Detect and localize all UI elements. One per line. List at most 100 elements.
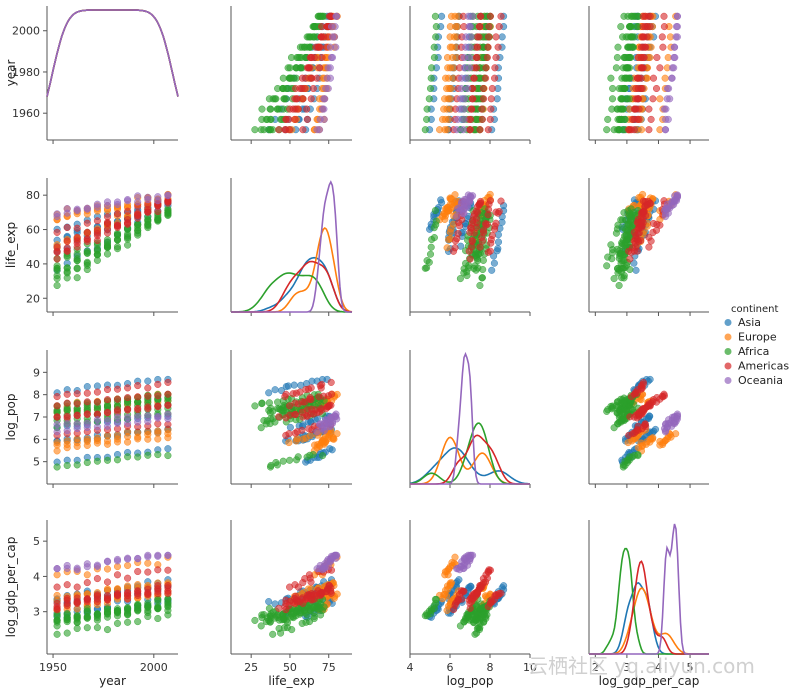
scatter-point-oceania [673, 12, 681, 20]
scatter-point-oceania [134, 418, 142, 426]
legend-marker-africa [724, 348, 732, 355]
scatter-point-americas [134, 211, 142, 219]
scatter-point-americas [306, 53, 314, 62]
scatter-point-americas [124, 384, 132, 392]
scatter-point-asia [490, 252, 498, 260]
scatter-point-oceania [134, 555, 142, 563]
scatter-point-americas [492, 53, 500, 62]
scatter-point-americas [83, 236, 91, 244]
scatter-point-africa [93, 610, 101, 619]
scatter-point-asia [498, 33, 506, 41]
scatter-point-europe [103, 440, 112, 448]
scatter-point-americas [485, 33, 493, 41]
scatter-point-americas [124, 394, 132, 402]
scatter-point-oceania [144, 417, 152, 426]
scatter-point-americas [641, 43, 649, 51]
scatter-point-africa [103, 250, 112, 258]
scatter-point-americas [466, 255, 474, 263]
scatter-point-oceania [326, 74, 334, 82]
scatter-point-asia [493, 95, 501, 103]
y-axis-label-life_exp: life_exp [4, 222, 18, 268]
scatter-point-europe [443, 126, 451, 134]
scatter-point-americas [124, 220, 132, 228]
scatter-point-europe [83, 571, 91, 579]
scatter-point-americas [275, 604, 283, 612]
scatter-point-africa [83, 259, 91, 267]
scatter-point-americas [318, 380, 326, 388]
scatter-point-americas [113, 589, 122, 597]
scatter-point-americas [83, 410, 91, 418]
scatter-point-americas [282, 390, 290, 398]
scatter-point-americas [646, 23, 654, 31]
x-tick-label: 2 [592, 661, 599, 674]
scatter-point-africa [83, 265, 91, 274]
scatter-point-oceania [457, 95, 465, 103]
scatter-point-americas [298, 426, 306, 434]
scatter-point-americas [656, 64, 664, 72]
scatter-point-oceania [673, 415, 681, 423]
scatter-point-oceania [134, 198, 142, 206]
x-tick-label: 2000 [140, 661, 168, 674]
scatter-point-africa [608, 95, 617, 103]
scatter-point-americas [144, 392, 152, 400]
scatter-point-americas [113, 221, 122, 229]
scatter-point-europe [333, 590, 341, 598]
panel-life_exp-vs-log_gdp_per_cap [588, 178, 709, 316]
scatter-point-africa [251, 616, 259, 624]
scatter-point-africa [265, 604, 273, 612]
scatter-point-africa [144, 451, 152, 459]
scatter-point-africa [73, 255, 81, 263]
scatter-point-americas [491, 64, 499, 72]
scatter-point-oceania [154, 414, 162, 422]
scatter-point-americas [134, 404, 142, 412]
scatter-point-africa [615, 281, 623, 290]
scatter-point-africa [286, 456, 294, 464]
scatter-point-americas [639, 23, 647, 31]
scatter-point-africa [258, 614, 266, 622]
scatter-point-europe [446, 33, 454, 41]
scatter-point-africa [287, 53, 296, 62]
scatter-point-americas [467, 115, 475, 123]
scatter-point-europe [329, 434, 337, 442]
scatter-point-americas [299, 95, 307, 103]
scatter-point-americas [275, 126, 283, 134]
scatter-point-africa [319, 452, 327, 460]
scatter-point-americas [645, 243, 653, 251]
scatter-point-europe [63, 444, 71, 452]
scatter-point-americas [73, 239, 81, 247]
x-tick-label: 25 [244, 661, 258, 674]
scatter-point-asia [284, 382, 292, 390]
scatter-point-africa [431, 206, 439, 215]
scatter-point-africa [289, 614, 297, 622]
scatter-point-africa [63, 274, 71, 282]
scatter-point-africa [154, 597, 162, 605]
scatter-point-americas [305, 64, 313, 72]
scatter-point-americas [497, 197, 505, 205]
scatter-point-oceania [53, 565, 61, 573]
scatter-point-americas [645, 126, 653, 134]
scatter-point-oceania [460, 115, 468, 123]
scatter-point-oceania [83, 205, 91, 213]
scatter-point-americas [93, 575, 101, 583]
scatter-point-americas [306, 394, 314, 402]
scatter-point-asia [438, 199, 446, 207]
scatter-point-africa [53, 630, 61, 638]
scatter-point-asia [455, 576, 463, 584]
scatter-point-oceania [73, 425, 81, 433]
scatter-point-americas [294, 583, 302, 591]
scatter-point-americas [634, 95, 642, 103]
scatter-point-oceania [53, 428, 61, 436]
scatter-point-americas [497, 12, 505, 20]
scatter-point-africa [615, 126, 623, 134]
scatter-point-oceania [144, 553, 152, 561]
scatter-point-europe [113, 438, 122, 446]
legend-marker-asia [724, 319, 732, 326]
scatter-point-africa [83, 613, 91, 621]
scatter-point-africa [604, 115, 612, 123]
scatter-point-americas [113, 210, 122, 218]
kde-curve-americas [589, 560, 709, 655]
scatter-point-americas [476, 23, 484, 31]
scatter-point-americas [484, 43, 492, 51]
scatter-point-europe [446, 43, 454, 51]
scatter-point-africa [614, 265, 622, 273]
